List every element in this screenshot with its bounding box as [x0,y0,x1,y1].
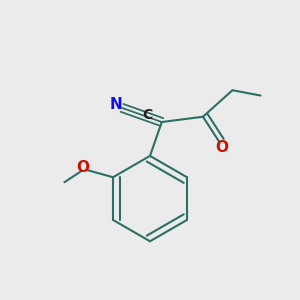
Text: C: C [142,108,153,122]
Text: O: O [215,140,228,154]
Text: N: N [109,98,122,112]
Text: O: O [76,160,89,175]
